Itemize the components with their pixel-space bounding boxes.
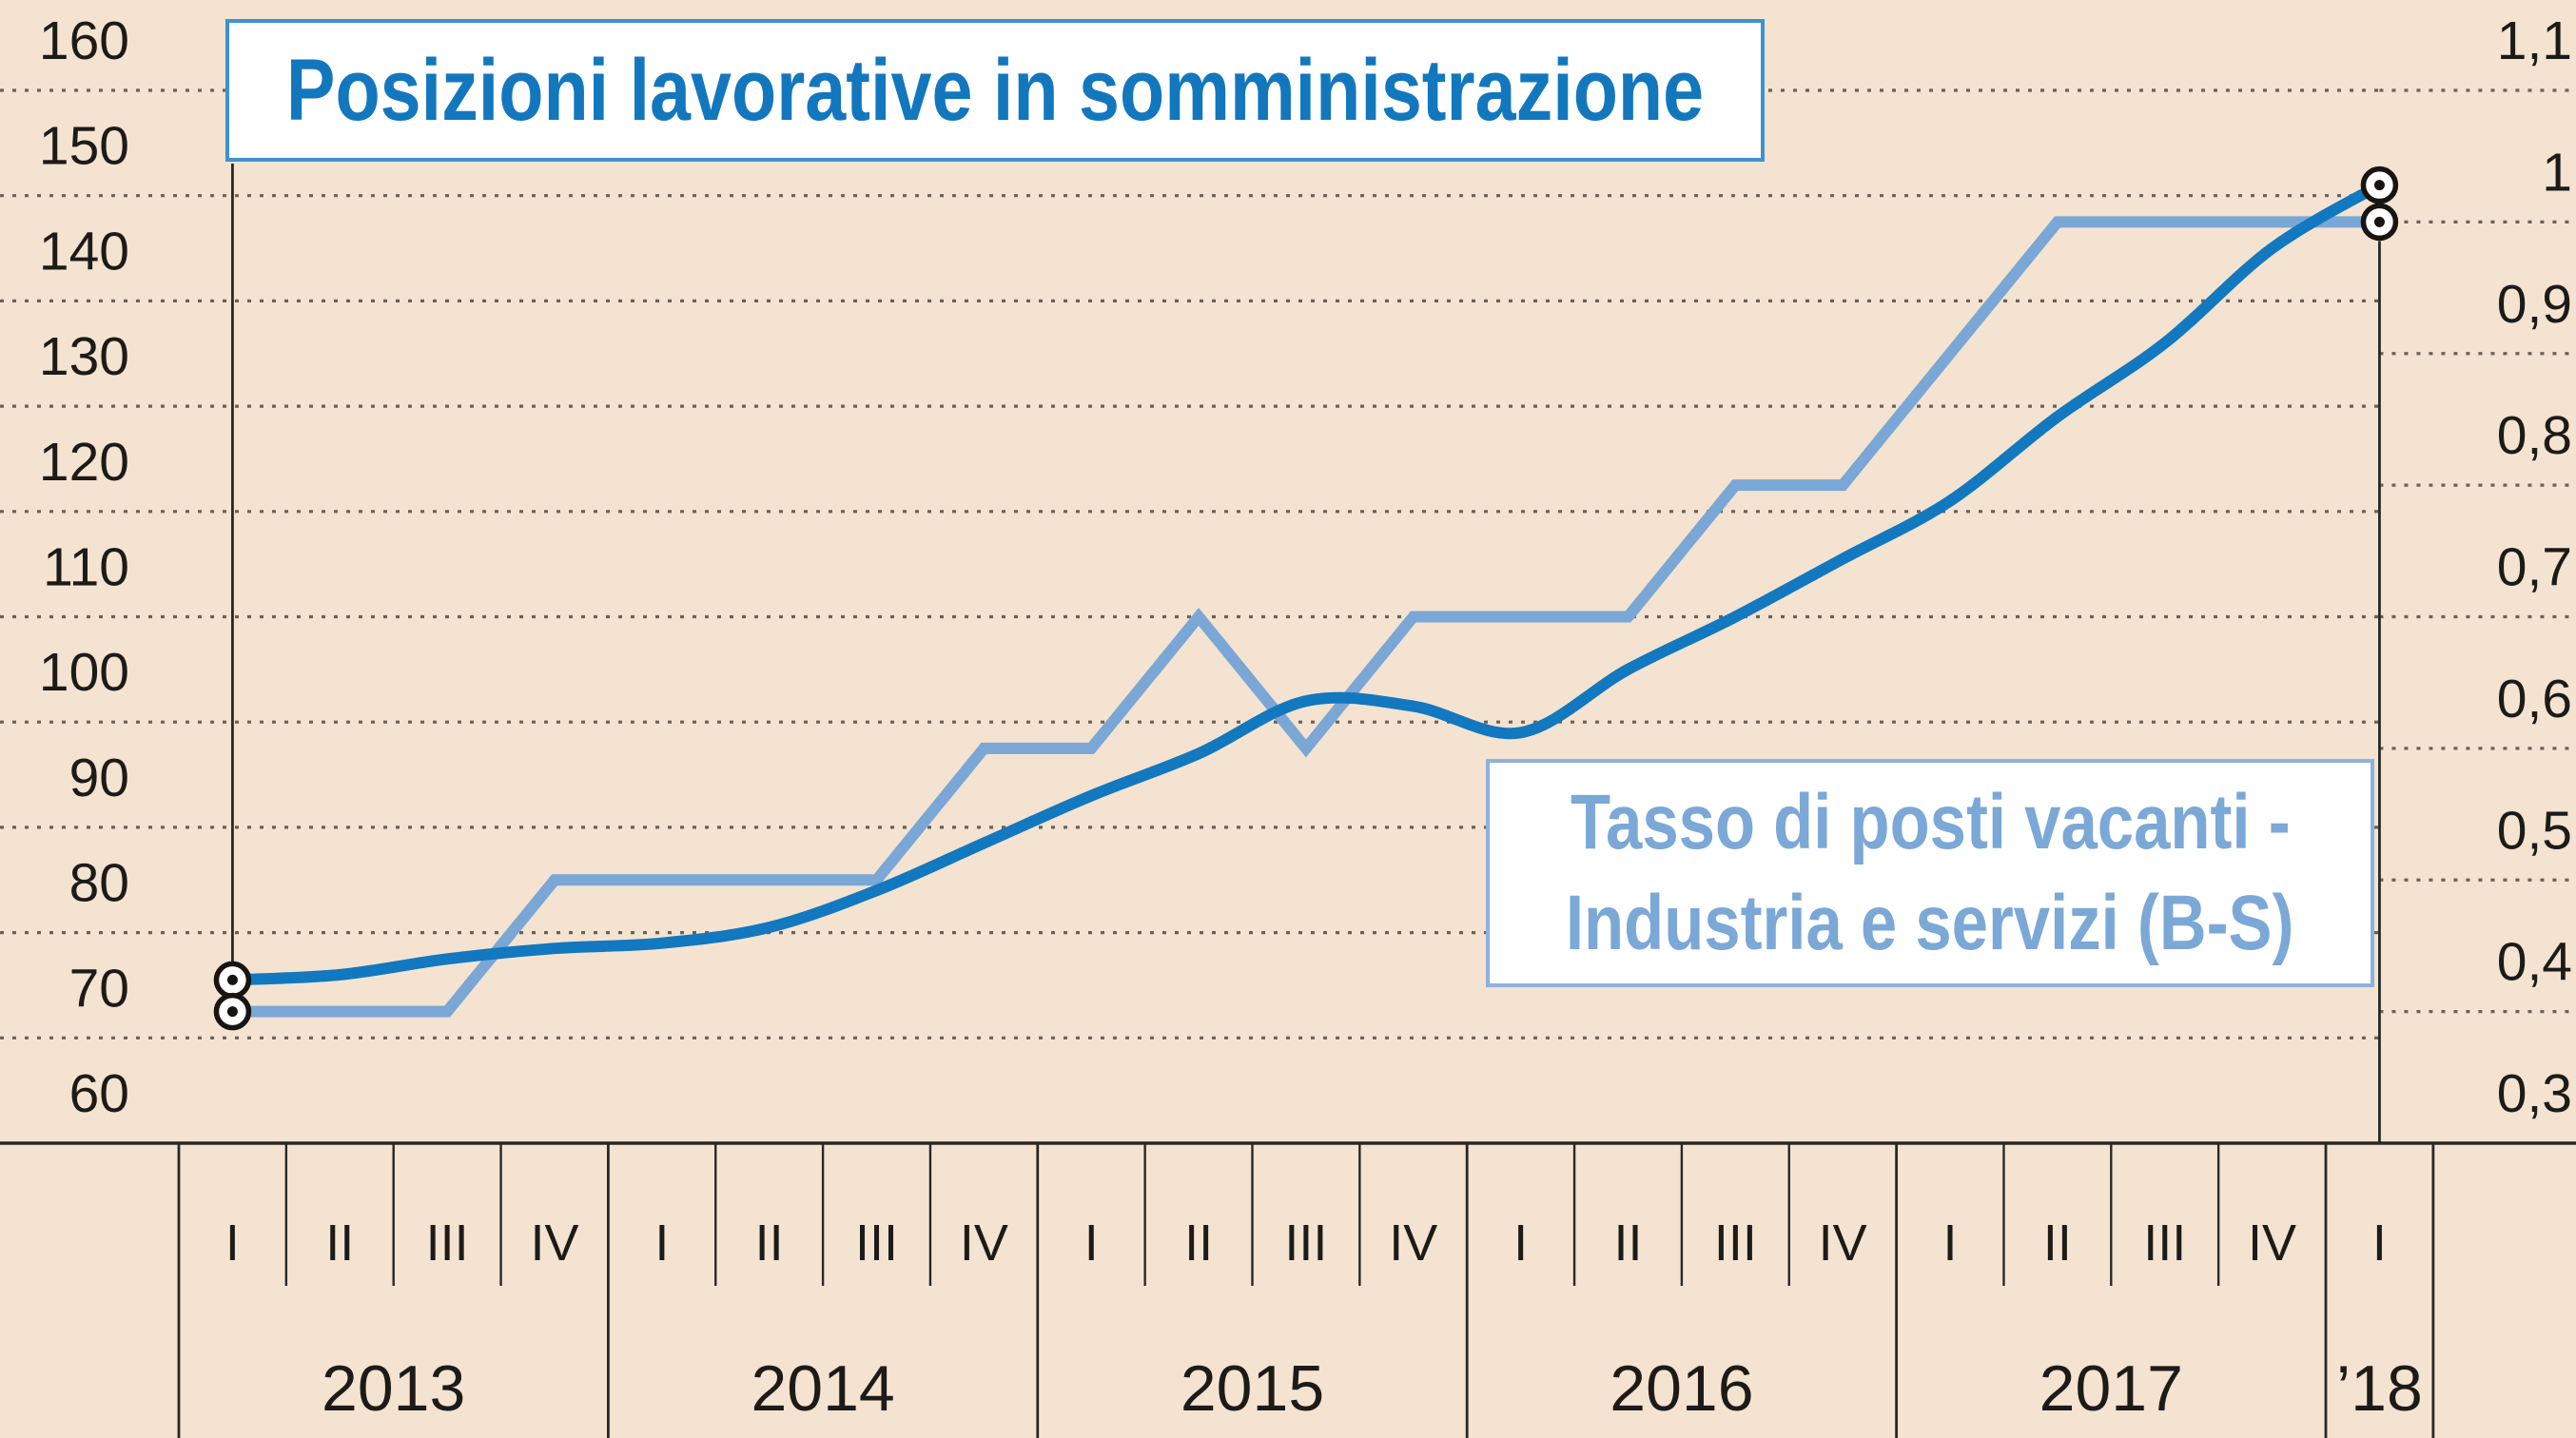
year-label: 2016 xyxy=(1610,1352,1753,1425)
quarter-label: II xyxy=(2043,1215,2072,1272)
quarter-label: I xyxy=(225,1215,240,1272)
left-axis-tick: 90 xyxy=(69,748,129,808)
left-axis-tick: 120 xyxy=(39,432,129,493)
posizioni-start-marker-dot xyxy=(226,974,238,985)
quarter-label: I xyxy=(1513,1215,1528,1272)
left-axis-tick: 70 xyxy=(69,958,129,1019)
quarter-label: I xyxy=(1943,1215,1958,1272)
left-axis-tick: 160 xyxy=(39,10,129,71)
chart-title-box: Posizioni lavorative in somministrazione xyxy=(225,19,1765,162)
left-axis-tick: 140 xyxy=(39,221,129,282)
left-axis-tick: 110 xyxy=(43,537,129,598)
left-axis-tick: 100 xyxy=(39,642,129,703)
series2-label-line1: Tasso di posti vacanti - xyxy=(1570,779,2291,865)
posizioni-end-marker-dot xyxy=(2373,180,2385,191)
right-axis-tick: 0,7 xyxy=(2497,537,2572,598)
quarter-label: I xyxy=(654,1215,669,1272)
right-axis-tick: 0,3 xyxy=(2497,1063,2572,1124)
year-label: 2013 xyxy=(322,1352,465,1425)
series2-label-box: Tasso di posti vacanti - Industria e ser… xyxy=(1486,759,2374,987)
left-axis-tick: 150 xyxy=(39,116,129,177)
right-axis-tick: 1,1 xyxy=(2497,10,2572,71)
series-posizioni-line xyxy=(226,179,2386,986)
right-axis-tick: 0,6 xyxy=(2497,669,2572,729)
quarter-label: III xyxy=(1284,1215,1327,1272)
quarter-label: III xyxy=(426,1215,469,1272)
right-axis-tick: 1 xyxy=(2542,142,2572,203)
quarter-label: III xyxy=(855,1215,898,1272)
quarter-label: IV xyxy=(530,1215,578,1272)
left-axis-tick: 130 xyxy=(39,326,129,387)
right-axis-tick: 0,9 xyxy=(2497,274,2572,335)
quarter-label: IV xyxy=(960,1215,1008,1272)
right-axis-tick: 0,8 xyxy=(2497,405,2572,466)
series2-label-line2: Industria e servizi (B-S) xyxy=(1566,880,2294,966)
tasso-end-marker-dot xyxy=(2373,216,2385,227)
right-axis-tick: 0,5 xyxy=(2497,800,2572,861)
quarter-label: IV xyxy=(2248,1215,2296,1272)
quarter-label: II xyxy=(1184,1215,1213,1272)
left-axis-tick: 60 xyxy=(69,1063,129,1124)
left-axis-tick: 80 xyxy=(69,853,129,914)
quarter-label: II xyxy=(755,1215,784,1272)
quarter-label: II xyxy=(1613,1215,1642,1272)
quarter-label: II xyxy=(325,1215,354,1272)
quarter-label: IV xyxy=(1389,1215,1437,1272)
year-label: 2017 xyxy=(2039,1352,2183,1425)
series-tasso-line xyxy=(232,216,2380,1018)
quarter-label: I xyxy=(1084,1215,1099,1272)
quarter-label: IV xyxy=(1819,1215,1867,1272)
quarter-label: I xyxy=(2372,1215,2387,1272)
year-label: 2015 xyxy=(1181,1352,1324,1425)
right-axis-tick: 0,4 xyxy=(2497,932,2572,993)
year-label: ’18 xyxy=(2336,1352,2423,1425)
year-label: 2014 xyxy=(751,1352,894,1425)
quarter-label: III xyxy=(1714,1215,1757,1272)
quarter-label: III xyxy=(2143,1215,2186,1272)
chart-title: Posizioni lavorative in somministrazione xyxy=(285,41,1705,139)
tasso-start-marker-dot xyxy=(226,1006,238,1018)
